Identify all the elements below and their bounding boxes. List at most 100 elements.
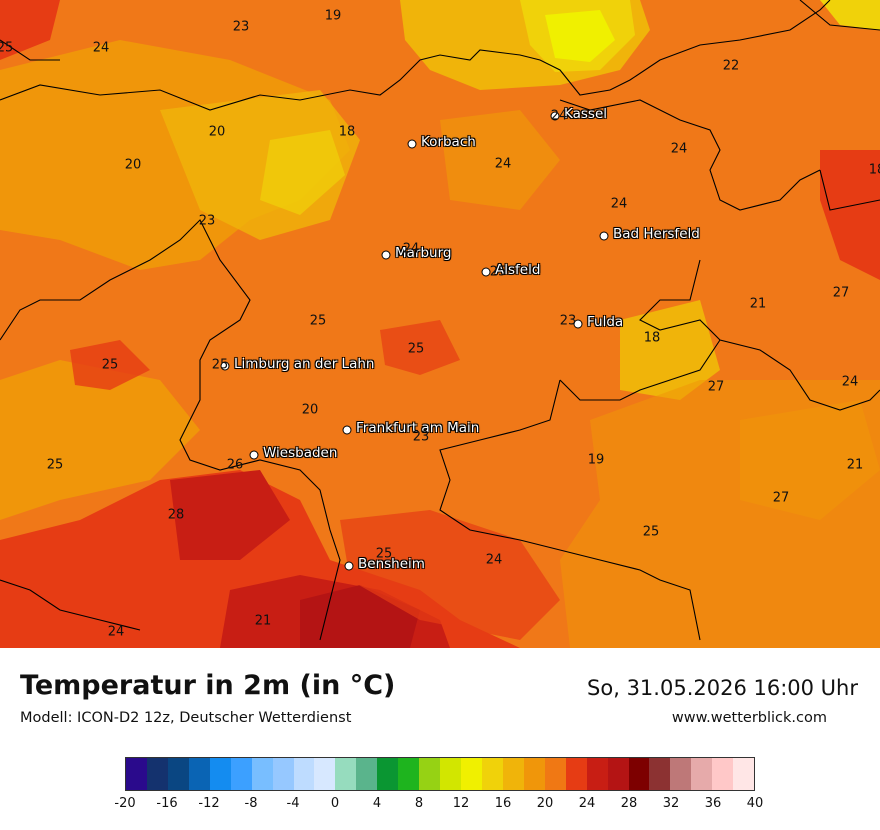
scale-swatch xyxy=(565,758,587,790)
scale-tick-label: 24 xyxy=(578,796,596,811)
scale-swatch xyxy=(712,758,734,790)
temperature-value: 24 xyxy=(610,196,628,212)
temperature-value: 24 xyxy=(402,241,420,257)
temperature-value: 24 xyxy=(841,374,859,390)
city-marker-fulda xyxy=(573,319,583,329)
temperature-value: 24 xyxy=(494,156,512,172)
scale-swatch xyxy=(733,758,755,790)
scale-swatch xyxy=(481,758,503,790)
city-marker-alsfeld xyxy=(481,267,491,277)
scale-tick-label: 20 xyxy=(536,796,554,811)
temperature-value: 24 xyxy=(107,624,125,640)
scale-swatch xyxy=(209,758,231,790)
temperature-value: 18 xyxy=(868,162,880,178)
scale-tick-label: -16 xyxy=(156,796,178,811)
scale-swatch xyxy=(523,758,545,790)
temperature-value: 21 xyxy=(846,457,864,473)
city-marker-korbach xyxy=(407,139,417,149)
scale-swatch xyxy=(335,758,357,790)
scale-tick-label: 32 xyxy=(662,796,680,811)
temperature-value: 18 xyxy=(643,330,661,346)
temperature-value: 22 xyxy=(722,58,740,74)
color-scale xyxy=(125,757,755,791)
scale-tick-label: 16 xyxy=(494,796,512,811)
temperature-value: 20 xyxy=(124,157,142,173)
city-label-alsfeld: Alsfeld xyxy=(495,262,541,278)
temperature-value: 25 xyxy=(0,40,14,56)
temperature-value: 20 xyxy=(208,124,226,140)
scale-swatch xyxy=(440,758,461,790)
temperature-value: 27 xyxy=(832,285,850,301)
temperature-value: 23 xyxy=(559,313,577,329)
temperature-field xyxy=(0,0,880,648)
scale-tick-label: 8 xyxy=(414,796,424,811)
temperature-value: 24 xyxy=(92,40,110,56)
temperature-value: 18 xyxy=(338,124,356,140)
temperature-value: 26 xyxy=(226,457,244,473)
scale-swatch xyxy=(398,758,420,790)
temperature-value: 25 xyxy=(309,313,327,329)
temperature-value: 21 xyxy=(749,296,767,312)
city-marker-kassel xyxy=(550,111,560,121)
scale-tick-label: -4 xyxy=(286,796,300,811)
scale-swatch xyxy=(649,758,671,790)
scale-swatch xyxy=(146,758,168,790)
temperature-value: 25 xyxy=(375,546,393,562)
scale-swatch xyxy=(691,758,713,790)
temperature-value: 24 xyxy=(550,108,568,124)
map-title: Temperatur in 2m (in °C) xyxy=(20,670,396,701)
scale-swatch xyxy=(586,758,608,790)
temperature-value: 19 xyxy=(324,8,342,24)
temperature-value: 23 xyxy=(412,429,430,445)
city-label-bensheim: Bensheim xyxy=(358,556,425,572)
temperature-value: 20 xyxy=(301,402,319,418)
temperature-value: 25 xyxy=(642,524,660,540)
scale-swatch xyxy=(272,758,294,790)
scale-swatch xyxy=(502,758,524,790)
temperature-value: 23 xyxy=(198,213,216,229)
forecast-datetime: So, 31.05.2026 16:00 Uhr xyxy=(587,676,858,700)
temperature-value: 25 xyxy=(489,264,507,280)
city-label-frankfurt: Frankfurt am Main xyxy=(356,420,480,436)
scale-swatch xyxy=(607,758,629,790)
city-marker-bad-hersfeld xyxy=(599,231,609,241)
scale-swatch xyxy=(293,758,315,790)
scale-swatch xyxy=(126,758,147,790)
scale-tick-label: -20 xyxy=(114,796,136,811)
scale-tick-label: 4 xyxy=(372,796,382,811)
footer: Temperatur in 2m (in °C) Modell: ICON-D2… xyxy=(0,648,880,830)
city-label-korbach: Korbach xyxy=(421,134,476,150)
temperature-value: 28 xyxy=(167,507,185,523)
temperature-value: 24 xyxy=(485,552,503,568)
scale-tick-label: 0 xyxy=(330,796,340,811)
scale-swatch xyxy=(167,758,189,790)
scale-tick-label: 40 xyxy=(746,796,764,811)
city-label-limburg: Limburg an der Lahn xyxy=(234,356,375,372)
temperature-value: 25 xyxy=(211,357,229,373)
city-label-bad-hersfeld: Bad Hersfeld xyxy=(613,226,700,242)
scale-swatch xyxy=(670,758,692,790)
city-marker-marburg xyxy=(381,250,391,260)
city-label-fulda: Fulda xyxy=(587,314,624,330)
temperature-value: 25 xyxy=(46,457,64,473)
scale-swatch xyxy=(314,758,336,790)
temperature-value: 23 xyxy=(232,19,250,35)
scale-swatch xyxy=(419,758,441,790)
scale-swatch xyxy=(251,758,273,790)
scale-tick-label: 28 xyxy=(620,796,638,811)
scale-tick-label: -8 xyxy=(244,796,258,811)
city-label-kassel: Kassel xyxy=(564,106,608,122)
temperature-value: 19 xyxy=(587,452,605,468)
temperature-map xyxy=(0,0,880,648)
city-marker-wiesbaden xyxy=(249,450,259,460)
scale-swatch xyxy=(628,758,650,790)
temperature-value: 21 xyxy=(254,613,272,629)
city-marker-limburg xyxy=(220,361,230,371)
website-link[interactable]: www.wetterblick.com xyxy=(671,710,827,726)
scale-swatch xyxy=(230,758,252,790)
scale-tick-label: -12 xyxy=(198,796,220,811)
temperature-value: 27 xyxy=(772,490,790,506)
temperature-value: 25 xyxy=(407,341,425,357)
model-info: Modell: ICON-D2 12z, Deutscher Wetterdie… xyxy=(20,710,352,726)
scale-swatch xyxy=(356,758,378,790)
